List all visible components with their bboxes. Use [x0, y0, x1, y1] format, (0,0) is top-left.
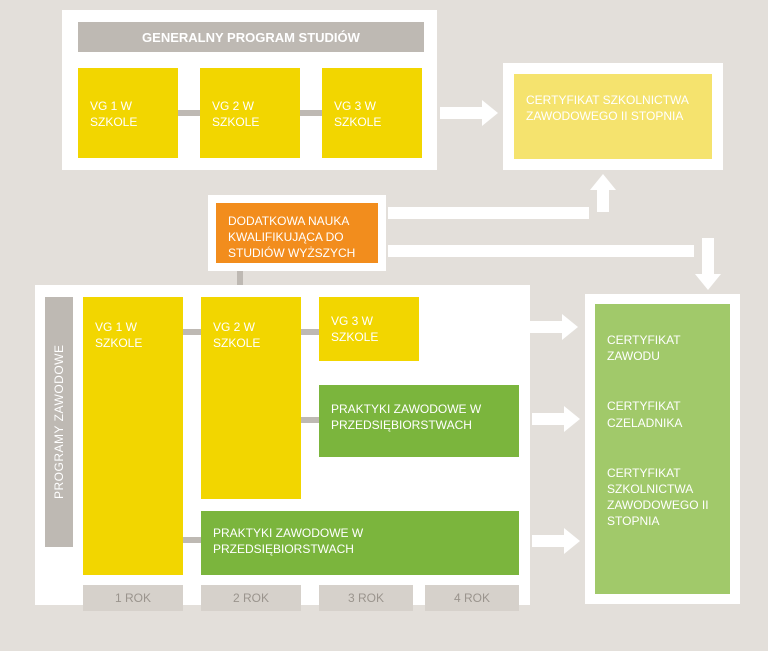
cert-vocational-panel: CERTYFIKAT ZAWODU CERTYFIKAT CZELADNIKA … [585, 294, 740, 604]
cert-szkolnictwa: CERTYFIKAT SZKOLNICTWA ZAWODOWEGO II STO… [607, 465, 718, 530]
cert-zawodu: CERTYFIKAT ZAWODU [607, 332, 718, 364]
cert-general: CERTYFIKAT SZKOLNICTWA ZAWODOWEGO II STO… [514, 74, 712, 159]
cert-czeladnika: CERTYFIKAT CZELADNIKA [607, 398, 718, 430]
connector [301, 329, 319, 335]
connector [300, 110, 322, 116]
arrow-right-icon [388, 238, 708, 264]
general-program-panel: GENERALNY PROGRAM STUDIÓW VG 1 W SZKOLE … [62, 10, 437, 170]
extra-box: DODATKOWA NAUKA KWALIFIKUJĄCA DO STUDIÓW… [216, 203, 378, 263]
vocational-vg2: VG 2 W SZKOLE [201, 297, 301, 499]
vocational-vg3: VG 3 W SZKOLE [319, 297, 419, 361]
year-3: 3 ROK [319, 585, 413, 611]
vocational-vg1: VG 1 W SZKOLE [83, 297, 183, 575]
cert-vocational-box: CERTYFIKAT ZAWODU CERTYFIKAT CZELADNIKA … [595, 304, 730, 594]
arrow-up-icon [590, 174, 616, 212]
year-1: 1 ROK [83, 585, 183, 611]
arrow-right-icon [532, 528, 580, 554]
extra-panel: DODATKOWA NAUKA KWALIFIKUJĄCA DO STUDIÓW… [208, 195, 386, 271]
general-vg2: VG 2 W SZKOLE [200, 68, 300, 158]
arrow-right-icon [420, 314, 578, 340]
year-2: 2 ROK [201, 585, 301, 611]
arrow-down-icon [695, 238, 721, 290]
arrow-right-icon [440, 100, 498, 126]
general-vg1: VG 1 W SZKOLE [78, 68, 178, 158]
praktyki-mid: PRAKTYKI ZAWODOWE W PRZEDSIĘBIORSTWACH [319, 385, 519, 457]
arrow-right-icon [532, 406, 580, 432]
cert-general-panel: CERTYFIKAT SZKOLNICTWA ZAWODOWEGO II STO… [503, 63, 723, 170]
year-4: 4 ROK [425, 585, 519, 611]
arrow-right-icon [388, 200, 603, 226]
praktyki-bottom: PRAKTYKI ZAWODOWE W PRZEDSIĘBIORSTWACH [201, 511, 519, 575]
vocational-side-label: PROGRAMY ZAWODOWE [45, 297, 73, 547]
general-title: GENERALNY PROGRAM STUDIÓW [78, 22, 424, 52]
connector [183, 329, 201, 335]
connector [178, 110, 200, 116]
connector [183, 537, 201, 543]
general-vg3: VG 3 W SZKOLE [322, 68, 422, 158]
connector [301, 417, 319, 423]
